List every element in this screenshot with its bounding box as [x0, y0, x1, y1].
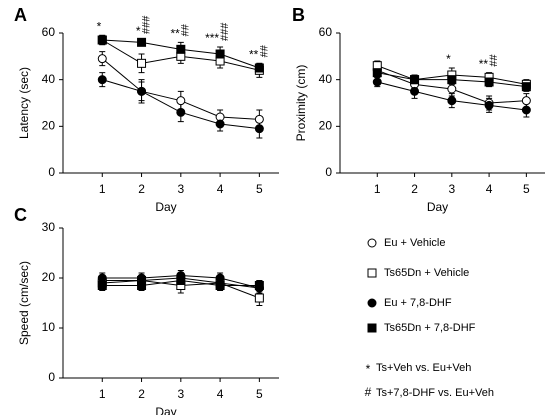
- data-point: [97, 35, 107, 45]
- y-tick-label: 20: [42, 119, 56, 133]
- data-point: [521, 82, 531, 92]
- data-point: [254, 63, 264, 73]
- legend-marker: [367, 238, 377, 248]
- data-point: [372, 77, 382, 87]
- y-tick-label: 60: [42, 25, 56, 39]
- panel-label: A: [14, 5, 27, 25]
- significance-mark: **: [479, 57, 489, 71]
- data-point: [137, 37, 147, 47]
- legend-label: Eu + Vehicle: [384, 237, 445, 249]
- data-point: [372, 68, 382, 78]
- data-point: [176, 96, 186, 106]
- panel-label: C: [14, 205, 27, 225]
- x-tick-label: 1: [374, 182, 381, 196]
- data-point: [254, 281, 264, 290]
- x-axis-label: Day: [155, 405, 176, 415]
- data-point: [215, 273, 225, 283]
- data-point: [97, 54, 107, 64]
- data-point: [447, 84, 457, 94]
- y-tick-label: 0: [325, 165, 332, 179]
- x-axis-label: Day: [155, 200, 176, 214]
- x-axis-label: Day: [427, 200, 448, 214]
- significance-mark: *: [136, 24, 141, 38]
- significance-mark: ***: [205, 31, 219, 45]
- data-point: [484, 77, 494, 87]
- data-point: [176, 107, 186, 117]
- significance-mark: ###: [219, 22, 231, 41]
- x-tick-label: 5: [256, 182, 263, 196]
- note-text: Ts+7,8-DHF vs. Eu+Veh: [376, 387, 494, 399]
- y-axis-label: Latency (sec): [17, 67, 31, 139]
- significance-mark: **: [249, 48, 259, 62]
- x-tick-label: 3: [177, 387, 184, 401]
- x-tick-label: 2: [138, 387, 145, 401]
- y-tick-label: 20: [319, 119, 333, 133]
- note-symbol: #: [365, 385, 372, 399]
- y-tick-label: 10: [42, 320, 56, 334]
- note-symbol: *: [366, 362, 371, 376]
- x-tick-label: 5: [256, 387, 263, 401]
- panel-label: B: [292, 5, 305, 25]
- x-tick-label: 1: [99, 387, 106, 401]
- legend-label: Eu + 7,8-DHF: [384, 297, 452, 309]
- data-point: [447, 75, 457, 85]
- note-text: Ts+Veh vs. Eu+Veh: [376, 362, 471, 374]
- data-point: [410, 75, 420, 85]
- x-tick-label: 3: [177, 182, 184, 196]
- significance-mark: ###: [140, 15, 152, 34]
- y-tick-label: 60: [319, 25, 333, 39]
- data-point: [521, 96, 531, 106]
- data-point: [215, 281, 225, 290]
- data-point: [215, 49, 225, 59]
- legend-marker: [367, 323, 377, 333]
- x-tick-label: 2: [411, 182, 418, 196]
- data-point: [254, 114, 264, 124]
- x-tick-label: 2: [138, 182, 145, 196]
- data-point: [484, 100, 494, 110]
- data-point: [215, 119, 225, 129]
- x-tick-label: 5: [523, 182, 530, 196]
- legend-marker: [367, 298, 377, 308]
- data-point: [97, 281, 107, 290]
- x-tick-label: 4: [217, 387, 224, 401]
- significance-mark: *: [97, 20, 102, 34]
- legend-label: Ts65Dn + 7,8-DHF: [384, 322, 476, 334]
- data-point: [176, 276, 186, 285]
- data-point: [254, 124, 264, 134]
- data-point: [137, 273, 147, 283]
- y-tick-label: 20: [42, 270, 56, 284]
- x-tick-label: 3: [448, 182, 455, 196]
- data-point: [97, 273, 107, 283]
- y-tick-label: 0: [48, 165, 55, 179]
- x-tick-label: 1: [99, 182, 106, 196]
- y-tick-label: 0: [48, 370, 55, 384]
- significance-mark: ##: [488, 54, 500, 67]
- x-tick-label: 4: [486, 182, 493, 196]
- data-point: [137, 86, 147, 96]
- legend-marker: [367, 268, 377, 278]
- legend-label: Ts65Dn + Vehicle: [384, 267, 469, 279]
- significance-mark: ##: [258, 44, 270, 57]
- data-point: [137, 58, 147, 68]
- x-tick-label: 4: [217, 182, 224, 196]
- data-point: [137, 281, 147, 290]
- data-point: [521, 105, 531, 115]
- y-tick-label: 40: [42, 72, 56, 86]
- data-point: [410, 86, 420, 96]
- y-tick-label: 40: [319, 72, 333, 86]
- significance-mark: **: [170, 27, 180, 41]
- data-point: [176, 44, 186, 54]
- y-axis-label: Speed (cm/sec): [17, 261, 31, 345]
- significance-mark: *: [446, 52, 451, 66]
- data-point: [97, 75, 107, 85]
- data-point: [447, 96, 457, 106]
- y-axis-label: Proximity (cm): [294, 65, 308, 142]
- data-point: [254, 293, 264, 303]
- y-tick-label: 30: [42, 220, 56, 234]
- significance-mark: ##: [180, 23, 192, 36]
